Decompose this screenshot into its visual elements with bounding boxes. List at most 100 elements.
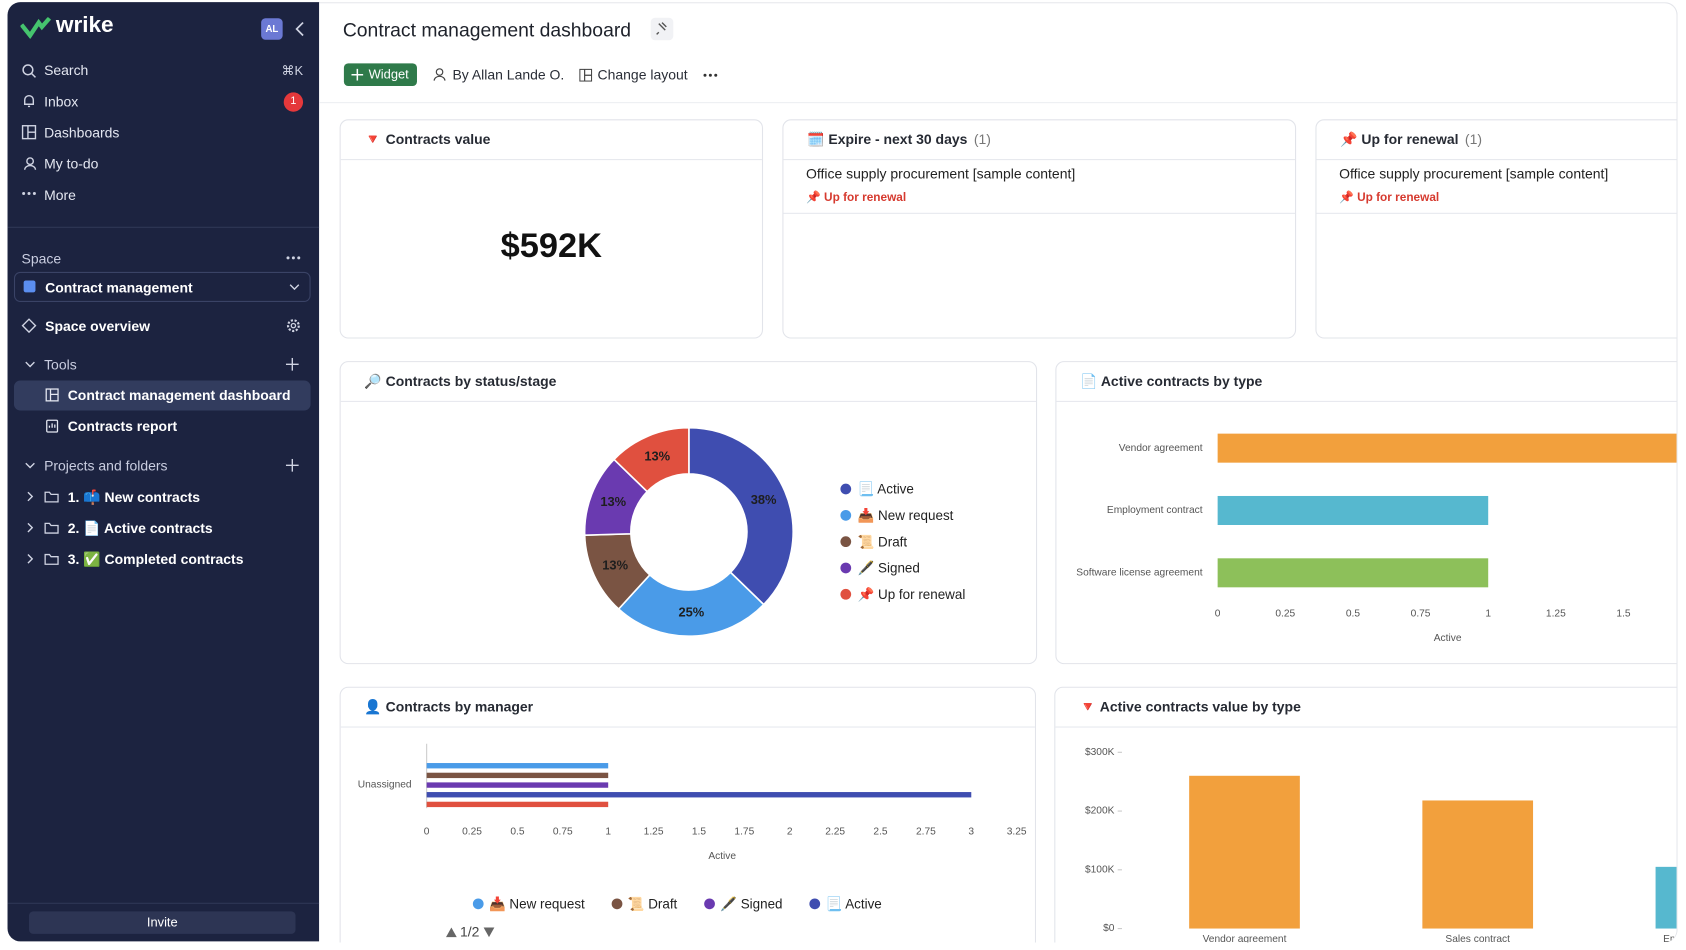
collapse-icon[interactable] bbox=[293, 20, 306, 37]
layout-icon bbox=[579, 68, 593, 82]
widget[interactable]: 📄 Active contracts by type Vendor agreem… bbox=[1055, 361, 1677, 665]
slice-label: 13% bbox=[644, 449, 670, 464]
invite-label[interactable]: Invite bbox=[146, 914, 178, 930]
search-icon bbox=[22, 64, 36, 78]
tick-label: 2.5 bbox=[873, 827, 887, 838]
widget[interactable]: 🔎 Contracts by status/stage 38% 📃 Active 2… bbox=[339, 361, 1038, 665]
widget-header: 🔻 Contracts value bbox=[340, 120, 762, 161]
tick-label: 0 bbox=[424, 827, 430, 838]
legend-swatch bbox=[704, 898, 715, 910]
slice-label: 38% bbox=[751, 492, 777, 507]
chevron[interactable] bbox=[27, 522, 34, 533]
legend-swatch bbox=[472, 898, 484, 910]
legend-next bbox=[483, 927, 495, 938]
nav-dashboards[interactable]: Dashboards bbox=[44, 124, 120, 141]
add-widget-button[interactable] bbox=[343, 63, 417, 86]
tick-label: $200K bbox=[1085, 806, 1115, 817]
tool-item[interactable]: Contract management dashboard bbox=[67, 386, 291, 404]
widget-header: 🔻 Active contracts value by type bbox=[1055, 688, 1677, 728]
status-tag: 📌 Up for renewal bbox=[806, 191, 907, 205]
widget-title: 📌 Up for renewal (1) bbox=[1340, 131, 1482, 148]
space-menu-icon[interactable] bbox=[286, 256, 301, 260]
gear-icon[interactable] bbox=[286, 318, 301, 333]
nav-more[interactable]: More bbox=[44, 186, 76, 204]
divider bbox=[319, 102, 1677, 104]
category-label: Vendor agreement bbox=[1203, 934, 1287, 943]
page-title: Contract management dashboard bbox=[342, 19, 632, 41]
brand[interactable]: wrike bbox=[55, 12, 114, 38]
widget[interactable]: 👤 Contracts by manager Unassigned 0 0.25 0.… bbox=[339, 686, 1037, 943]
widget-title: 📄 Active contracts by type bbox=[1080, 372, 1263, 390]
legend-label: 🖋️ Signed bbox=[858, 560, 920, 576]
person-icon bbox=[433, 68, 446, 81]
overview-icon bbox=[21, 318, 37, 334]
space-overview[interactable]: Space overview bbox=[45, 318, 150, 335]
legend-label: 📥 New request bbox=[858, 507, 954, 523]
chevron bbox=[25, 361, 35, 368]
widget[interactable]: 🔻 Active contracts value by type $0 $100K… bbox=[1054, 686, 1678, 943]
pin-button[interactable] bbox=[650, 17, 674, 41]
plus-icon bbox=[351, 68, 364, 81]
add-icon[interactable] bbox=[285, 458, 299, 472]
main: Contract management dashboard Widget By … bbox=[319, 2, 1678, 943]
project-item[interactable]: 1. 📫 New contracts bbox=[67, 488, 201, 506]
folder-icon bbox=[44, 553, 59, 565]
chevron[interactable] bbox=[27, 491, 34, 502]
tool-item[interactable]: Contracts report bbox=[67, 418, 178, 435]
bar-chart: Vendor agreement Employment contract Softw… bbox=[1076, 433, 1677, 644]
slice-label: 25% bbox=[678, 604, 704, 619]
author[interactable]: By Allan Lande O. bbox=[452, 66, 565, 83]
project-item[interactable]: 2. 📄 Active contracts bbox=[67, 520, 213, 537]
invite-button[interactable] bbox=[29, 911, 296, 934]
project-item[interactable]: 3. ✅ Completed contracts bbox=[67, 551, 244, 568]
add-widget-label[interactable]: Widget bbox=[368, 66, 409, 82]
widget-header: 📌 Up for renewal (1) bbox=[1316, 120, 1677, 161]
nav-search[interactable]: Search bbox=[44, 62, 89, 79]
slice-label: 13% bbox=[600, 494, 626, 509]
legend-label: 📜 Draft bbox=[628, 896, 678, 911]
divider bbox=[7, 226, 320, 228]
tick-label: 2.75 bbox=[916, 827, 936, 838]
nav-todo[interactable]: My to-do bbox=[44, 155, 99, 172]
tick-label: 0.75 bbox=[1411, 608, 1431, 619]
add-icon[interactable] bbox=[285, 357, 299, 371]
title-text: 📌 Up for renewal bbox=[1340, 131, 1459, 148]
nav-inbox[interactable]: Inbox bbox=[44, 93, 79, 110]
change-layout[interactable]: Change layout bbox=[597, 66, 688, 83]
list-item[interactable]: Office supply procurement [sample conten… bbox=[1339, 165, 1609, 182]
tick-label: 3 bbox=[968, 827, 974, 838]
space-select[interactable] bbox=[13, 271, 311, 302]
legend-swatch bbox=[840, 588, 852, 600]
legend-swatch bbox=[809, 898, 821, 910]
tick-label: 1.5 bbox=[692, 827, 706, 838]
active-item-bg bbox=[13, 380, 311, 411]
dashboard-icon bbox=[45, 388, 59, 402]
legend-swatch bbox=[840, 536, 852, 548]
widget[interactable]: 🗓️ Expire - next 30 days (1) Office suppl… bbox=[782, 119, 1297, 339]
tick-label: 1.75 bbox=[734, 827, 754, 838]
donut-slice bbox=[612, 426, 690, 493]
avatar[interactable]: AL bbox=[261, 18, 283, 40]
category-label: Employment contract bbox=[1663, 934, 1678, 943]
legend-swatch bbox=[840, 509, 852, 521]
widget[interactable]: 📌 Up for renewal (1) Office supply procur… bbox=[1315, 119, 1677, 339]
list-item[interactable]: Office supply procurement [sample conten… bbox=[806, 165, 1076, 182]
divider bbox=[7, 902, 320, 904]
more-menu[interactable] bbox=[703, 73, 718, 77]
shortcut: ⌘K bbox=[281, 63, 304, 79]
legend-prev bbox=[446, 927, 457, 938]
bar-chart: $0 $100K $200K $300K Vendor agreement Sales c… bbox=[1085, 747, 1678, 943]
dashboard-icon bbox=[21, 125, 37, 140]
space-name[interactable]: Contract management bbox=[45, 279, 193, 296]
widget[interactable]: 🔻 Contracts value $592K bbox=[339, 119, 764, 339]
tick-label: 1.25 bbox=[644, 827, 664, 838]
count: (1) bbox=[1464, 131, 1482, 148]
chevron[interactable] bbox=[27, 553, 34, 564]
tick-label: 3.25 bbox=[1007, 827, 1027, 838]
tick-label: 0 bbox=[1215, 608, 1221, 619]
tick-label: 0.25 bbox=[1275, 608, 1295, 619]
chevron bbox=[25, 462, 35, 469]
title-text: 🗓️ Expire - next 30 days bbox=[807, 131, 968, 148]
